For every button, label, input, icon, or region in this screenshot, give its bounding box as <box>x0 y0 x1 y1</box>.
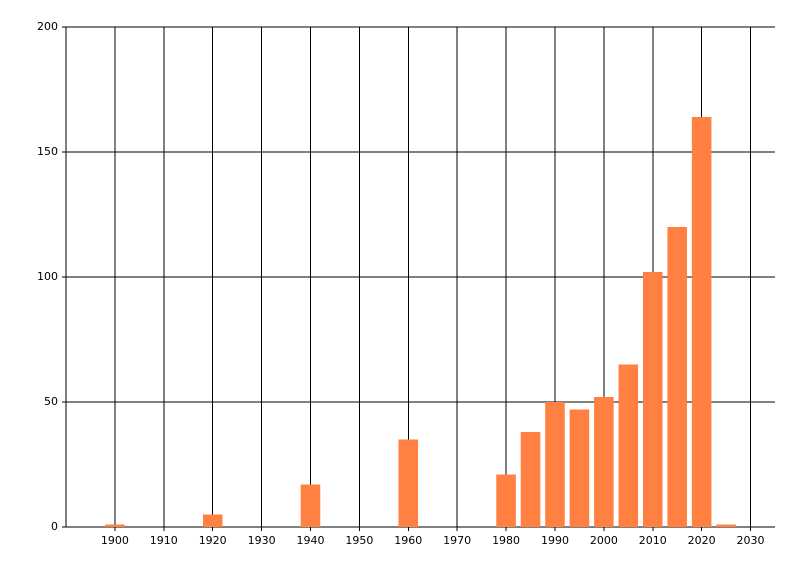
bar <box>618 364 639 527</box>
x-tick-label: 2020 <box>688 534 716 547</box>
bar <box>667 227 687 527</box>
x-tick-label: 1910 <box>150 534 178 547</box>
bar <box>594 397 614 527</box>
bar <box>716 524 736 527</box>
x-tick-label: 1930 <box>248 534 276 547</box>
bar <box>398 439 419 527</box>
x-tick-label: 1940 <box>296 534 324 547</box>
y-tick-label: 200 <box>37 20 58 33</box>
x-tick-label: 1980 <box>492 534 520 547</box>
x-tick-label: 1950 <box>345 534 373 547</box>
bar <box>642 272 663 527</box>
y-tick-label: 150 <box>37 145 58 158</box>
x-tick-label: 2030 <box>737 534 765 547</box>
bar <box>569 409 590 527</box>
x-tick-label: 1990 <box>541 534 569 547</box>
y-tick-label: 50 <box>44 395 58 408</box>
x-tick-label: 1900 <box>101 534 129 547</box>
y-tick-label: 100 <box>37 270 58 283</box>
bar <box>300 484 321 527</box>
y-tick-label: 0 <box>51 520 58 533</box>
bar <box>105 524 125 527</box>
x-tick-label: 2000 <box>590 534 618 547</box>
x-tick-label: 1970 <box>443 534 471 547</box>
x-tick-label: 1960 <box>394 534 422 547</box>
bar <box>545 402 565 527</box>
x-tick-label: 1920 <box>199 534 227 547</box>
bar <box>520 432 541 527</box>
bar <box>691 117 712 527</box>
bar <box>202 514 223 527</box>
x-tick-label: 2010 <box>639 534 667 547</box>
bar <box>496 474 516 527</box>
